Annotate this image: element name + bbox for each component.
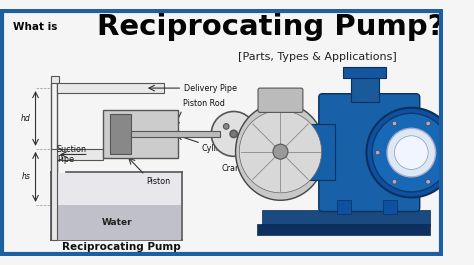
Bar — [343, 67, 386, 78]
Text: What is: What is — [13, 22, 57, 32]
Circle shape — [392, 179, 397, 184]
Circle shape — [239, 111, 321, 193]
Text: [Parts, Types & Applications]: [Parts, Types & Applications] — [238, 52, 397, 62]
Circle shape — [223, 123, 229, 129]
Bar — [337, 200, 351, 214]
Bar — [351, 74, 379, 102]
Bar — [110, 114, 131, 153]
Text: Reciprocating Pump: Reciprocating Pump — [62, 242, 181, 252]
Bar — [57, 83, 164, 93]
Bar — [307, 123, 335, 180]
Bar — [57, 149, 103, 160]
FancyBboxPatch shape — [258, 88, 303, 112]
Bar — [51, 149, 57, 240]
Bar — [131, 131, 219, 137]
Bar — [51, 76, 59, 83]
Bar — [262, 210, 430, 227]
Circle shape — [230, 130, 237, 138]
Circle shape — [372, 113, 451, 192]
Circle shape — [375, 150, 380, 155]
Circle shape — [443, 150, 447, 155]
FancyBboxPatch shape — [319, 94, 420, 211]
Text: Delivery Pipe: Delivery Pipe — [184, 83, 237, 92]
Circle shape — [273, 144, 288, 159]
Bar — [257, 224, 430, 235]
Text: Suction
Pipe: Suction Pipe — [57, 145, 87, 164]
Text: Cylinder: Cylinder — [202, 144, 235, 153]
Bar — [52, 173, 182, 205]
Text: Water: Water — [101, 218, 132, 227]
Bar — [304, 130, 327, 173]
Text: Crank: Crank — [222, 164, 246, 173]
Circle shape — [394, 136, 428, 169]
Circle shape — [366, 108, 456, 197]
Text: hs: hs — [22, 173, 31, 182]
Bar — [103, 110, 178, 158]
Circle shape — [392, 121, 397, 126]
Bar — [383, 200, 397, 214]
Circle shape — [426, 179, 430, 184]
Circle shape — [426, 121, 430, 126]
Ellipse shape — [236, 103, 325, 200]
Bar — [52, 205, 182, 240]
Text: Piston Rod: Piston Rod — [183, 99, 225, 108]
Text: Reciprocating Pump?: Reciprocating Pump? — [97, 13, 445, 41]
Text: hd: hd — [21, 114, 31, 123]
Text: Piston: Piston — [146, 177, 170, 186]
Circle shape — [211, 112, 256, 156]
Circle shape — [387, 128, 436, 177]
